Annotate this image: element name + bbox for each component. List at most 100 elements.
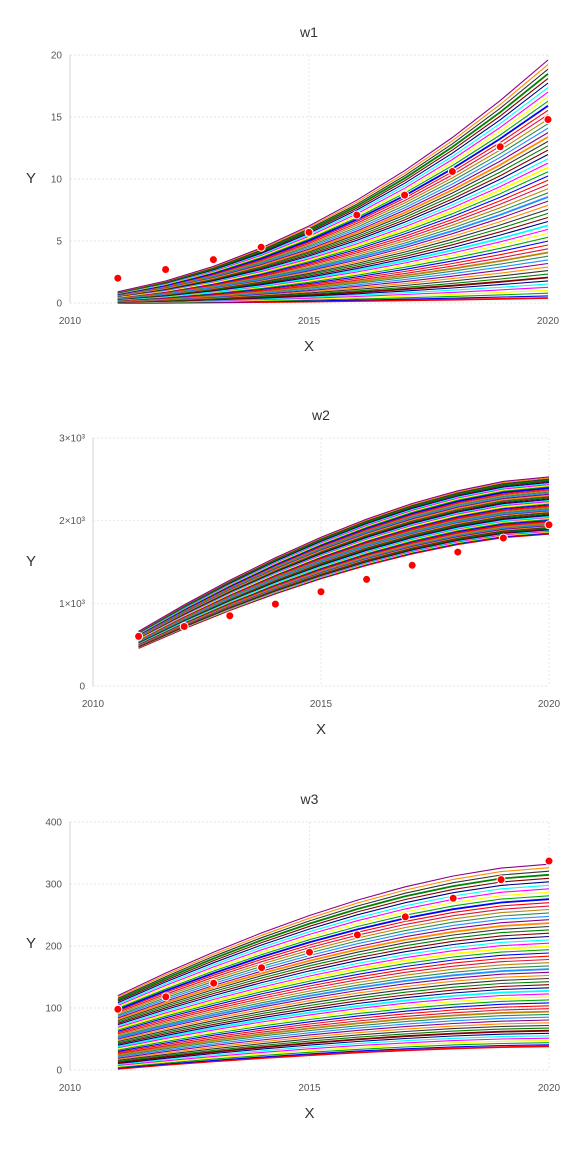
y-tick-label: 200 [45,942,62,953]
observation-point [270,599,280,609]
y-axis-label: Y [26,553,36,570]
series-line [117,915,550,1018]
observation-point [400,190,410,200]
series-line [117,1037,550,1066]
observation-point [256,242,266,252]
series-line [117,1044,550,1069]
series-line [117,1008,550,1055]
series-line [117,884,550,1005]
series-line [117,939,550,1027]
series-line [117,912,550,1016]
y-axis-label: Y [26,170,36,187]
series-line [117,955,550,1034]
series-line [117,996,550,1050]
chart-panel-w3: 0 100 200 300 400 2010 2015 2020 w3 X Y [26,791,561,1122]
series-line [117,932,550,1024]
y-tick-label: 10 [51,175,63,186]
series-line [117,1022,550,1060]
observation-point [225,611,235,621]
observation-point [362,574,372,584]
series-line [117,974,550,1041]
series-line [117,1019,550,1059]
series-line [117,990,550,1048]
series-line [117,952,550,1032]
series-line [117,993,550,1049]
y-tick-label: 2×10³ [59,516,86,527]
y-tick-label: 1×10³ [59,599,86,610]
series-line [117,59,549,293]
y-tick-label: 5 [56,237,62,248]
series-line [117,877,550,1002]
series-line [117,1010,550,1056]
observation-point [208,255,218,265]
x-tick-label: 2010 [59,316,82,327]
series-line [117,870,550,999]
series-line [117,971,550,1040]
y-tick-label: 3×10³ [59,434,86,445]
series-line [117,925,550,1022]
observation-point [352,210,362,220]
series-line [117,1024,550,1061]
observation-point [544,520,554,530]
x-tick-label: 2020 [537,316,560,327]
series-line [117,962,550,1036]
series-line [117,935,550,1026]
series-line [117,895,550,1009]
observation-point [495,142,505,152]
observation-point [543,114,553,124]
series-line [117,999,550,1051]
x-axis-label: X [316,721,326,738]
series-line [117,949,550,1031]
series-line [138,476,550,632]
chart-title: w3 [300,791,319,807]
observation-point [304,227,314,237]
series-line [117,968,550,1039]
series-line [117,929,550,1023]
observation-point [448,893,458,903]
series-line [117,104,549,295]
series-line [117,1027,550,1062]
observation-point [544,856,554,866]
series-line [117,919,550,1019]
observation-point [113,273,123,283]
chart-panel-w1: 0 5 10 15 20 2010 2015 2020 w1 X Y [26,24,560,355]
series-line [117,1013,550,1057]
observation-point [407,560,417,570]
x-tick-label: 2020 [538,1083,561,1094]
series-line [117,942,550,1028]
y-tick-label: 0 [56,299,62,310]
y-tick-label: 100 [45,1004,62,1015]
observation-point [316,587,326,597]
observation-point [447,167,457,177]
observation-point [496,875,506,885]
x-axis-label: X [304,1105,314,1122]
observation-point [453,547,463,557]
observation-point [352,930,362,940]
y-tick-label: 0 [56,1066,62,1077]
chart-title: w1 [299,24,318,40]
observation-point [305,947,314,957]
y-tick-label: 15 [51,113,63,124]
x-axis-label: X [304,338,314,355]
observation-point [134,631,144,641]
series-line [117,1032,550,1065]
observation-point [161,992,171,1002]
observation-point [179,621,189,631]
series-line [117,1045,550,1070]
x-tick-label: 2020 [538,699,561,710]
series-line [117,984,550,1045]
series-line [117,945,550,1030]
series-line [117,881,550,1004]
chart-panel-w2: 0 1×10³ 2×10³ 3×10³ 2010 2015 2020 w2 X Y [26,407,561,738]
series-line [117,977,550,1043]
observation-point [257,963,267,973]
x-tick-label: 2015 [298,1083,321,1094]
series-line [117,1005,550,1053]
y-tick-label: 300 [45,880,62,891]
series-line [117,867,550,998]
observation-point [161,265,171,275]
series-line [117,891,550,1008]
series-line [117,1029,550,1064]
series-line [117,888,550,1007]
observation-point [209,978,219,988]
